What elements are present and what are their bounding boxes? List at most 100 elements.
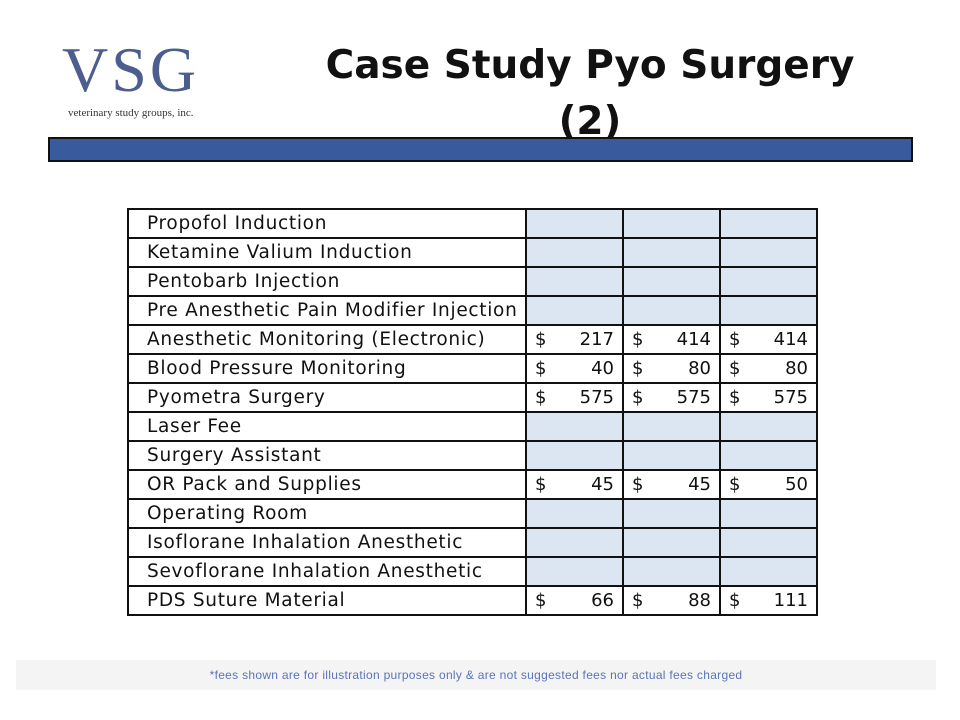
price-cell [719,498,818,529]
price-cell [719,411,818,442]
price-amount: 50 [785,474,808,495]
currency-symbol: $ [729,329,741,350]
price-amount: 575 [676,387,711,408]
price-cell [525,237,624,268]
price-amount: 88 [688,590,711,611]
row-label: Pre Anesthetic Pain Modifier Injection [127,295,527,326]
row-label: Surgery Assistant [127,440,527,471]
price-cell [622,556,721,587]
table-row: Pyometra Surgery $575 $575 $575 [127,382,818,413]
currency-symbol: $ [729,387,741,408]
row-label: Propofol Induction [127,208,527,239]
price-cell: $80 [622,353,721,384]
row-label: Operating Room [127,498,527,529]
row-label: Pentobarb Injection [127,266,527,297]
price-cell: $575 [525,382,624,413]
currency-symbol: $ [632,329,644,350]
currency-symbol: $ [632,590,644,611]
price-cell: $45 [622,469,721,500]
table-row: Pentobarb Injection [127,266,818,297]
price-cell: $80 [719,353,818,384]
price-amount: 575 [773,387,808,408]
currency-symbol: $ [729,358,741,379]
price-cell: $111 [719,585,818,616]
price-amount: 45 [688,474,711,495]
price-cell [719,527,818,558]
row-label: Anesthetic Monitoring (Electronic) [127,324,527,355]
price-cell [525,498,624,529]
logo-subtitle: veterinary study groups, inc. [68,107,194,119]
price-cell [622,208,721,239]
footnote: *fees shown are for illustration purpose… [16,660,936,690]
row-label: PDS Suture Material [127,585,527,616]
price-amount: 111 [773,590,808,611]
price-cell [525,208,624,239]
price-cell [525,266,624,297]
currency-symbol: $ [729,474,741,495]
row-label: Ketamine Valium Induction [127,237,527,268]
price-amount: 66 [591,590,614,611]
slide-title: Case Study Pyo Surgery (2) [325,43,855,144]
price-cell: $50 [719,469,818,500]
currency-symbol: $ [632,474,644,495]
price-cell [719,556,818,587]
currency-symbol: $ [535,590,547,611]
table-row: Anesthetic Monitoring (Electronic) $217 $4… [127,324,818,355]
currency-symbol: $ [535,329,547,350]
currency-symbol: $ [632,387,644,408]
price-cell: $414 [719,324,818,355]
price-cell: $575 [719,382,818,413]
currency-symbol: $ [535,474,547,495]
table-row: Isoflorane Inhalation Anesthetic [127,527,818,558]
price-cell [525,411,624,442]
table-row: Surgery Assistant [127,440,818,471]
table-row: PDS Suture Material $66 $88 $111 [127,585,818,616]
table-row: Operating Room [127,498,818,529]
table-row: Blood Pressure Monitoring $40 $80 $80 [127,353,818,384]
price-amount: 80 [785,358,808,379]
currency-symbol: $ [535,358,547,379]
price-cell [525,527,624,558]
row-label: OR Pack and Supplies [127,469,527,500]
price-cell [719,237,818,268]
price-cell [719,440,818,471]
price-cell [622,527,721,558]
price-amount: 45 [591,474,614,495]
price-cell: $575 [622,382,721,413]
price-amount: 80 [688,358,711,379]
fee-table: Propofol Induction Ketamine Valium Induct… [127,208,818,616]
price-cell: $414 [622,324,721,355]
currency-symbol: $ [535,387,547,408]
table-row: Sevoflorane Inhalation Anesthetic [127,556,818,587]
price-cell [622,295,721,326]
table-row: Laser Fee [127,411,818,442]
currency-symbol: $ [729,590,741,611]
price-cell [525,440,624,471]
table-row: Propofol Induction [127,208,818,239]
vsg-logo: VSG veterinary study groups, inc. [62,38,232,128]
price-cell [622,498,721,529]
price-amount: 217 [579,329,614,350]
table-row: Ketamine Valium Induction [127,237,818,268]
price-cell: $217 [525,324,624,355]
price-cell [622,237,721,268]
price-amount: 414 [676,329,711,350]
price-amount: 40 [591,358,614,379]
table-row: Pre Anesthetic Pain Modifier Injection [127,295,818,326]
price-cell [622,411,721,442]
table-row: OR Pack and Supplies $45 $45 $50 [127,469,818,500]
row-label: Blood Pressure Monitoring [127,353,527,384]
currency-symbol: $ [632,358,644,379]
logo-wordmark: VSG [62,34,200,105]
row-label: Laser Fee [127,411,527,442]
price-cell [719,208,818,239]
price-cell: $88 [622,585,721,616]
price-cell [622,266,721,297]
row-label: Pyometra Surgery [127,382,527,413]
price-cell: $66 [525,585,624,616]
row-label: Sevoflorane Inhalation Anesthetic [127,556,527,587]
price-amount: 414 [773,329,808,350]
fee-table-body: Propofol Induction Ketamine Valium Induct… [127,208,818,616]
title-divider-bar [48,137,913,162]
price-amount: 575 [579,387,614,408]
